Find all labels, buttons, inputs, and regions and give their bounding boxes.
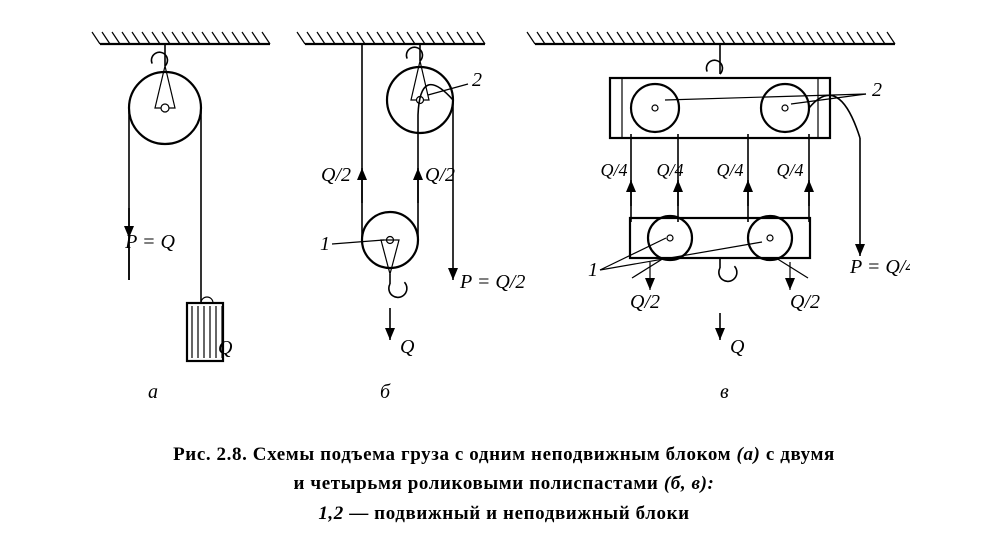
caption-line1-b: (а) (737, 444, 761, 465)
svg-text:Q/2: Q/2 (790, 291, 820, 313)
svg-text:Q: Q (218, 337, 233, 359)
svg-text:Q/4: Q/4 (657, 160, 684, 180)
svg-text:Q: Q (730, 336, 745, 358)
pulley-diagrams-svg: P = Q Qа Q Q/2 Q/2 P = Q/2 1 2 б P = Q/4 Q/4 Q/4 Q/4… (90, 18, 910, 418)
caption-line2-a: и четырьмя роликовыми полиспастами (294, 473, 664, 494)
svg-text:а: а (148, 381, 158, 403)
caption-line1-c: с двумя (761, 444, 835, 465)
figure-area: P = Q Qа Q Q/2 Q/2 P = Q/2 1 2 б P = Q/4 Q/4 Q/4 Q/4… (90, 18, 910, 418)
svg-text:P = Q/4: P = Q/4 (849, 256, 910, 278)
svg-text:Q/4: Q/4 (777, 160, 804, 180)
svg-text:б: б (380, 381, 391, 403)
svg-text:1: 1 (588, 259, 598, 281)
svg-text:Q/2: Q/2 (425, 164, 455, 186)
svg-text:в: в (720, 381, 729, 403)
figure-caption: Рис. 2.8. Схемы подъема груза с одним не… (60, 440, 948, 528)
svg-text:1: 1 (320, 233, 330, 255)
caption-line3-a: 1,2 (318, 503, 344, 524)
page-root: P = Q Qа Q Q/2 Q/2 P = Q/2 1 2 б P = Q/4 Q/4 Q/4 Q/4… (0, 0, 1008, 547)
svg-text:2: 2 (872, 79, 882, 101)
svg-text:Q/4: Q/4 (717, 160, 744, 180)
caption-line2-b: (б, в): (664, 473, 715, 494)
caption-line1-a: Рис. 2.8. Схемы подъема груза с одним не… (173, 444, 736, 465)
svg-text:Q/2: Q/2 (321, 164, 351, 186)
svg-text:Q: Q (400, 336, 415, 358)
svg-text:P = Q: P = Q (124, 231, 175, 253)
svg-text:P = Q/2: P = Q/2 (459, 271, 525, 293)
svg-text:Q/4: Q/4 (601, 160, 628, 180)
svg-text:2: 2 (472, 69, 482, 91)
caption-line3-b: — подвижный и неподвижный блоки (344, 503, 690, 524)
svg-text:Q/2: Q/2 (630, 291, 660, 313)
